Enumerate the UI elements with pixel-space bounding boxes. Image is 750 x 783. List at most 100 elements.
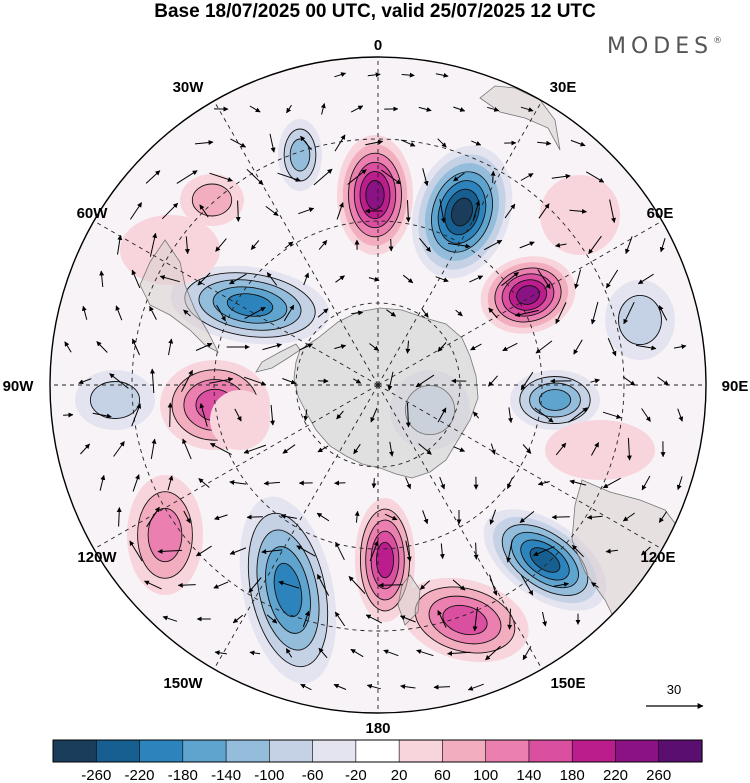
wind-vector bbox=[472, 411, 480, 419]
anomaly-contour bbox=[289, 138, 311, 172]
colorbar-swatch bbox=[658, 739, 703, 763]
wind-vector bbox=[405, 540, 412, 562]
wind-vector bbox=[469, 275, 484, 283]
wind-vector bbox=[284, 241, 294, 249]
wind-vector bbox=[159, 275, 180, 283]
wind-vector bbox=[195, 545, 212, 557]
longitude-label: 30W bbox=[173, 79, 205, 96]
wind-vector bbox=[433, 684, 451, 690]
wind-vector bbox=[501, 271, 519, 287]
wind-vector bbox=[507, 477, 513, 490]
wind-vector bbox=[353, 443, 361, 455]
wind-vector bbox=[167, 475, 174, 491]
registered-mark: ® bbox=[713, 36, 723, 46]
wind-vector bbox=[215, 238, 227, 252]
wind-vector bbox=[300, 683, 312, 691]
colorbar-tick-label: -260 bbox=[81, 767, 111, 783]
colorbar-tick-label: -100 bbox=[254, 767, 284, 783]
wind-vector bbox=[333, 683, 347, 690]
wind-vector bbox=[317, 445, 329, 453]
wind-vector bbox=[194, 140, 214, 146]
colorbar-tick-label: 260 bbox=[646, 767, 671, 783]
wind-vector bbox=[437, 407, 447, 423]
wind-vector bbox=[402, 274, 414, 284]
wind-vector bbox=[378, 582, 403, 588]
wind-vector bbox=[602, 411, 622, 419]
wind-vector bbox=[316, 512, 330, 522]
longitude-label: 180 bbox=[365, 720, 390, 737]
wind-vector bbox=[418, 106, 432, 112]
wind-vector bbox=[519, 241, 535, 249]
wind-vectors bbox=[63, 72, 687, 691]
wind-vector bbox=[352, 378, 362, 384]
meridian-line bbox=[377, 384, 543, 670]
wind-vector bbox=[232, 614, 244, 624]
colorbar-swatch bbox=[615, 739, 660, 763]
wind-vector bbox=[334, 344, 347, 350]
wind-vector bbox=[132, 474, 140, 492]
wind-vector bbox=[467, 683, 484, 691]
wind-vector bbox=[542, 611, 548, 627]
wind-vector bbox=[535, 340, 553, 354]
longitude-label: 0 bbox=[374, 37, 382, 54]
wind-vector bbox=[150, 368, 155, 394]
wind-vector bbox=[673, 344, 687, 350]
wind-vector bbox=[184, 236, 190, 255]
longitude-label: 150E bbox=[550, 675, 585, 692]
wind-vector bbox=[99, 270, 105, 288]
wind-vector bbox=[150, 438, 157, 459]
colorbar-swatch bbox=[528, 739, 573, 763]
wind-vector bbox=[405, 200, 411, 223]
wind-vector bbox=[384, 513, 398, 521]
wind-vector bbox=[347, 169, 367, 185]
wind-vector bbox=[230, 138, 247, 148]
meridian-line bbox=[213, 384, 379, 670]
wind-vector bbox=[439, 543, 445, 560]
anomaly-contour bbox=[540, 175, 620, 255]
wind-vector bbox=[522, 444, 532, 454]
colorbar-tick-label: -220 bbox=[124, 767, 154, 783]
wind-vector bbox=[302, 610, 310, 627]
wind-vector bbox=[335, 541, 345, 561]
wind-vector bbox=[336, 410, 344, 420]
meridian-line bbox=[93, 220, 379, 386]
wind-vector bbox=[415, 374, 435, 388]
longitude-label: 120W bbox=[77, 549, 117, 566]
wind-vector bbox=[176, 170, 198, 184]
wind-vector bbox=[229, 480, 247, 485]
wind-vector bbox=[570, 139, 586, 147]
wind-vector bbox=[262, 343, 282, 351]
wind-vector bbox=[244, 376, 267, 386]
wind-vector bbox=[520, 371, 534, 391]
wind-vector bbox=[439, 199, 446, 224]
wind-vector bbox=[472, 200, 481, 222]
wind-vector bbox=[568, 407, 588, 423]
south-america bbox=[139, 239, 219, 353]
map-border bbox=[49, 56, 707, 714]
wind-vector bbox=[435, 276, 449, 283]
wind-vector bbox=[590, 442, 600, 456]
wind-vector bbox=[483, 239, 503, 251]
wind-vector bbox=[657, 376, 669, 386]
wind-vector bbox=[489, 574, 498, 596]
land-masses bbox=[139, 85, 681, 641]
wind-vector bbox=[447, 242, 471, 249]
wind-vector bbox=[609, 199, 616, 223]
wind-vector bbox=[214, 514, 228, 521]
wind-vector bbox=[447, 650, 471, 656]
wind-vector bbox=[351, 310, 364, 316]
wind-vector bbox=[335, 275, 345, 283]
wind-vector bbox=[605, 548, 618, 554]
longitude-label: 150W bbox=[163, 675, 203, 692]
wind-vector bbox=[586, 514, 603, 520]
wind-vector bbox=[471, 140, 482, 146]
wind-vector bbox=[437, 610, 447, 628]
wind-vector bbox=[129, 540, 143, 562]
colorbar-swatch bbox=[312, 739, 357, 763]
wind-vector bbox=[504, 203, 516, 219]
wind-vector bbox=[270, 404, 275, 426]
longitude-label: 30E bbox=[550, 79, 577, 96]
wind-vector bbox=[195, 343, 213, 351]
antarctica bbox=[293, 307, 479, 479]
wind-vector bbox=[285, 648, 293, 658]
